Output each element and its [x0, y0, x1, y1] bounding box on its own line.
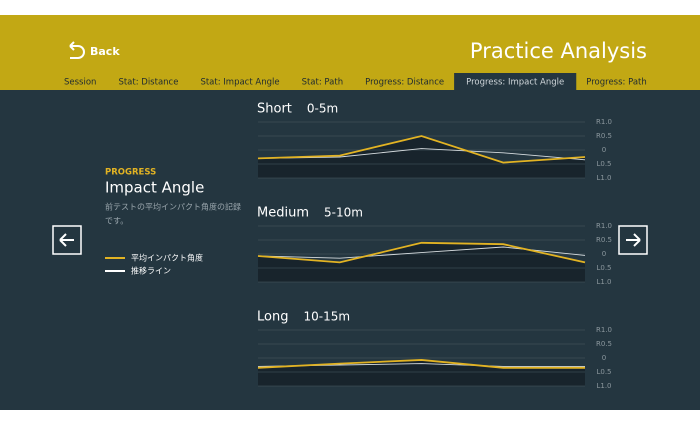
prev-frame[interactable]	[52, 225, 82, 255]
series-line	[257, 148, 586, 161]
y-tick-label: R1.0	[596, 326, 612, 334]
description: です。	[105, 217, 128, 226]
back-label[interactable]: Back	[90, 45, 120, 58]
y-tick-label: L1.0	[596, 278, 611, 286]
tab[interactable]: Stat: Impact Angle	[200, 78, 279, 88]
y-tick-label: L0.5	[596, 264, 611, 272]
y-tick-label: 0	[602, 250, 606, 258]
y-tick-label: L0.5	[596, 368, 611, 376]
next-button[interactable]	[618, 225, 648, 255]
area-shadow	[258, 242, 585, 282]
y-tick-label: R0.5	[596, 340, 612, 348]
y-tick-label: L1.0	[596, 174, 611, 182]
prev-button[interactable]	[52, 225, 82, 255]
back-icon	[69, 41, 85, 59]
tab[interactable]: Stat: Distance	[118, 78, 178, 88]
tab[interactable]: Stat: Path	[302, 78, 344, 88]
tab[interactable]: Progress: Path	[586, 78, 647, 88]
tab-background[interactable]	[454, 73, 577, 90]
page-title: Practice Analysis	[470, 39, 647, 63]
prev-icon	[59, 233, 74, 247]
y-tick-label: L0.5	[596, 160, 611, 168]
y-tick-label: 0	[602, 354, 606, 362]
series-line	[257, 135, 586, 164]
chart-subtitle: 10-15m	[303, 310, 350, 324]
tab[interactable]: Progress: Impact Angle	[466, 78, 564, 88]
tab[interactable]: Progress: Distance	[365, 78, 444, 88]
legend-label: 平均インパクト角度	[131, 253, 203, 263]
header-bar	[0, 15, 700, 90]
kicker: PROGRESS	[105, 168, 156, 178]
chart-subtitle: 0-5m	[307, 102, 338, 116]
y-tick-label: R0.5	[596, 132, 612, 140]
area-shadow	[258, 136, 585, 178]
series-line	[257, 241, 586, 264]
legend-label: 推移ライン	[131, 266, 171, 276]
y-tick-label: R1.0	[596, 222, 612, 230]
tab-bar: Session Stat: Distance Stat: Impact Angle S…	[64, 73, 647, 90]
y-tick-label: R1.0	[596, 118, 612, 126]
chart-title: Short	[257, 102, 292, 117]
section-title: Impact Angle	[105, 179, 204, 197]
tab[interactable]: Session	[64, 78, 96, 88]
y-tick-label: L1.0	[596, 382, 611, 390]
chart-subtitle: 5-10m	[324, 206, 363, 220]
y-tick-label: 0	[602, 146, 606, 154]
next-frame[interactable]	[618, 225, 648, 255]
chart-title: Long	[257, 310, 288, 325]
area-shadow	[258, 359, 585, 386]
y-tick-label: R0.5	[596, 236, 612, 244]
chart-title: Medium	[257, 206, 309, 221]
back-button[interactable]: Back	[69, 41, 120, 59]
description: 前テストの平均インパクト角度の記録	[105, 202, 241, 212]
series-line	[257, 359, 585, 369]
next-icon	[626, 233, 641, 247]
